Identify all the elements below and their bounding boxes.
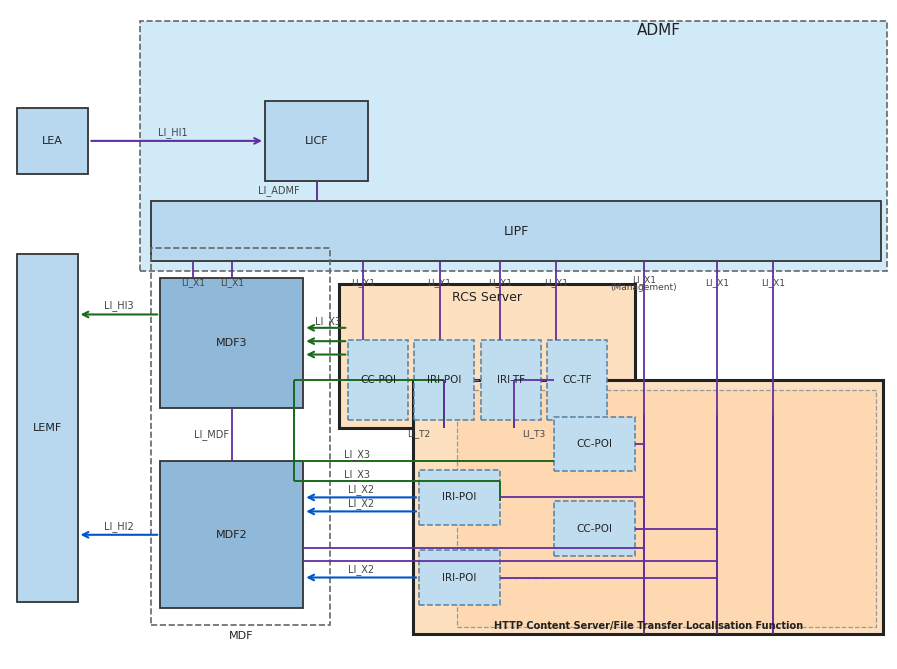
Text: LI_X1: LI_X1	[352, 278, 376, 287]
Text: LEMF: LEMF	[32, 423, 62, 433]
Text: RCS Server: RCS Server	[452, 291, 522, 304]
Bar	[414, 340, 475, 420]
Text: LI_X2: LI_X2	[348, 484, 374, 495]
Bar	[481, 340, 541, 420]
Text: LIPF: LIPF	[504, 225, 529, 237]
Text: MDF: MDF	[229, 632, 253, 642]
Bar	[160, 278, 303, 408]
Bar	[348, 340, 408, 420]
Text: CC-TF: CC-TF	[562, 375, 592, 385]
Text: CC-POI: CC-POI	[577, 524, 613, 534]
Text: HTTP Content Server/File Transfer Localisation Function: HTTP Content Server/File Transfer Locali…	[493, 622, 803, 632]
Text: LI_X3: LI_X3	[344, 449, 370, 460]
Text: IRI-POI: IRI-POI	[442, 492, 476, 502]
Bar	[152, 201, 881, 261]
Bar	[457, 390, 875, 627]
Text: LI_X2: LI_X2	[348, 564, 374, 575]
Text: LEA: LEA	[42, 136, 63, 146]
Bar	[160, 462, 303, 608]
Bar	[152, 248, 330, 625]
Bar	[419, 550, 500, 605]
Text: LI_HI2: LI_HI2	[104, 521, 134, 533]
Bar	[413, 380, 883, 634]
Text: ADMF: ADMF	[637, 23, 681, 38]
Text: MDF3: MDF3	[216, 338, 248, 348]
Text: MDF2: MDF2	[216, 530, 248, 540]
Bar	[554, 501, 635, 556]
Text: (Management): (Management)	[611, 283, 677, 292]
Text: LI_X1: LI_X1	[428, 278, 451, 287]
Text: CC-POI: CC-POI	[577, 439, 613, 449]
Text: LI_MDF: LI_MDF	[194, 429, 229, 440]
Text: LICF: LICF	[305, 136, 328, 146]
Text: LI_X2: LI_X2	[348, 498, 374, 509]
Text: IRI-TF: IRI-TF	[497, 375, 525, 385]
Text: LI_X1: LI_X1	[181, 278, 205, 287]
Bar	[140, 21, 887, 271]
Text: LI_T3: LI_T3	[522, 429, 545, 438]
Text: LI_X1: LI_X1	[705, 278, 729, 287]
Text: LI_X3: LI_X3	[315, 316, 341, 326]
Text: IRI-POI: IRI-POI	[427, 375, 462, 385]
Bar	[265, 101, 368, 181]
Bar	[339, 284, 635, 428]
Text: CC-POI: CC-POI	[361, 375, 396, 385]
Text: LI_T2: LI_T2	[407, 429, 431, 438]
Bar	[419, 470, 500, 524]
Text: LI_X3: LI_X3	[344, 469, 370, 480]
Text: LI_ADMF: LI_ADMF	[257, 185, 299, 196]
Text: LI_X1: LI_X1	[631, 275, 656, 284]
Bar	[17, 254, 78, 601]
Text: LI_X1: LI_X1	[220, 278, 244, 287]
Text: LI_X1: LI_X1	[544, 278, 568, 287]
Text: IRI-POI: IRI-POI	[442, 573, 476, 583]
Bar	[554, 417, 635, 472]
Text: LI_X1: LI_X1	[489, 278, 512, 287]
Bar	[547, 340, 607, 420]
Text: LI_HI3: LI_HI3	[104, 300, 134, 311]
Text: LI_HI1: LI_HI1	[158, 126, 187, 138]
Text: LI_X1: LI_X1	[761, 278, 785, 287]
Bar	[17, 108, 89, 174]
